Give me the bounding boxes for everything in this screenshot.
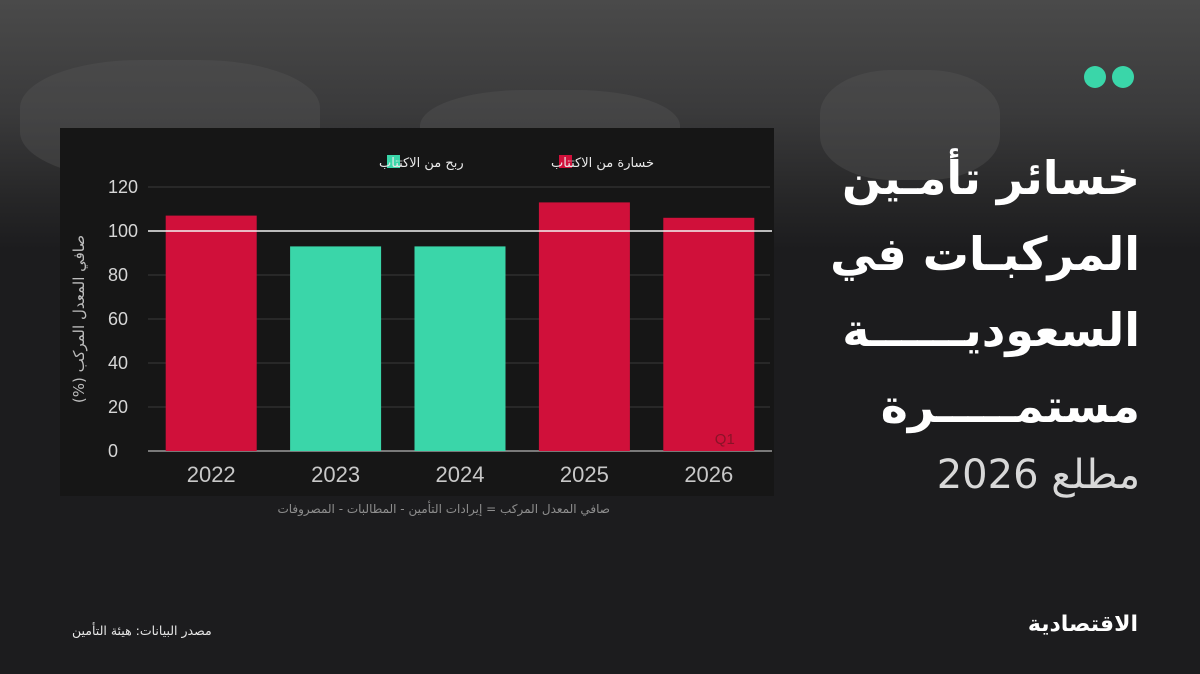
bar-2024 [414, 246, 506, 451]
headline-line-1: خسائر تأمـين [841, 151, 1140, 205]
y-tick-label: 60 [108, 309, 128, 329]
q1-annotation: Q1 [715, 431, 735, 448]
y-tick-label: 100 [108, 221, 138, 241]
x-tick-label: 2025 [560, 462, 609, 487]
x-tick-label: 2023 [311, 462, 360, 487]
y-tick-label: 120 [108, 177, 138, 197]
subtitle: مطلع 2026 [936, 452, 1140, 498]
headline-line-3: السعوديــــــة [842, 303, 1140, 357]
chart-panel: 0 20 40 60 80 100 120 صافي المعدل المركب (%) 202… [60, 128, 774, 496]
legend-swatch-loss [559, 155, 572, 168]
legend-swatch-profit [387, 155, 400, 168]
x-tick-label: 2024 [436, 462, 485, 487]
headline-line-4: مستمـــــرة [880, 379, 1140, 433]
legend-label-loss: خسارة من الاكتتاب [551, 156, 654, 171]
bar-2023 [290, 246, 382, 451]
x-tick-label: 2022 [187, 462, 236, 487]
bar-chart: 0 20 40 60 80 100 120 صافي المعدل المركب (%) 202… [70, 155, 772, 487]
y-tick-label: 40 [108, 353, 128, 373]
bar-2025 [538, 202, 630, 451]
y-tick-label: 80 [108, 265, 128, 285]
headline-line-2: المركبـات في [830, 227, 1140, 281]
bar-2022 [165, 215, 257, 451]
chart-footnote: صافي المعدل المركب = إيرادات التأمين - ا… [277, 502, 610, 516]
legend-label-profit: ربح من الاكتتاب [379, 156, 464, 171]
headline: خسائر تأمـين المركبـات في السعوديــــــة… [760, 140, 1140, 444]
x-tick-label: 2026 [684, 462, 733, 487]
bar-2026 [663, 217, 755, 451]
accent-dot-icon [1112, 66, 1134, 88]
accent-dot-icon [1084, 66, 1106, 88]
brand-logo: الاقتصادية [1027, 612, 1138, 637]
y-tick-label: 20 [108, 397, 128, 417]
data-source: مصدر البيانات: هيئة التأمين [72, 623, 212, 638]
y-axis-label: صافي المعدل المركب (%) [70, 235, 89, 403]
y-tick-label: 0 [108, 441, 118, 461]
